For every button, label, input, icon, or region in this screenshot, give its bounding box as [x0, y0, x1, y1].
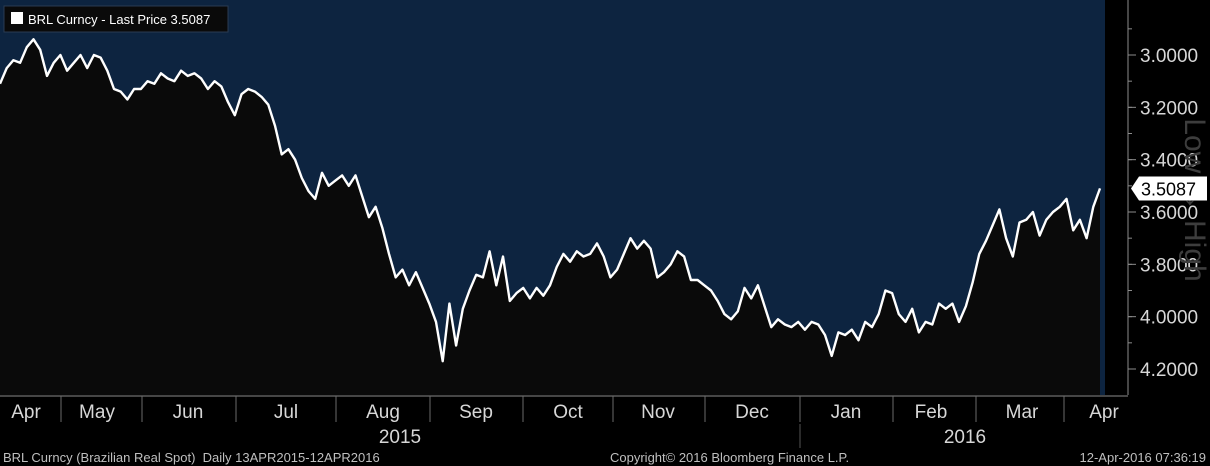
x-month-label: Apr: [11, 402, 41, 423]
last-price-label: 3.5087: [1141, 179, 1196, 199]
y-ticks: 3.0000 3.2000 3.4000 3.6000 3.8000 4.0000 4.20…: [1128, 28, 1198, 381]
last-price-box: [1131, 176, 1207, 201]
x-month-label: Sep: [459, 402, 493, 423]
last-price-marker: 3.5087: [1131, 176, 1207, 201]
x-month-label: Apr: [1089, 402, 1119, 423]
footer-center: Copyright© 2016 Bloomberg Finance L.P.: [610, 450, 849, 465]
x-month-label: Mar: [1006, 402, 1039, 423]
footer-left: BRL Curncy (Brazilian Real Spot) Daily 1…: [3, 450, 380, 465]
y-tick-label: 3.4000: [1140, 151, 1198, 172]
legend-label: BRL Curncy - Last Price 3.5087: [28, 12, 210, 27]
x-year-label: 2016: [944, 427, 986, 448]
footer-right: 12-Apr-2016 07:36:19: [1080, 450, 1206, 465]
y-tick-label: 3.0000: [1140, 46, 1198, 67]
y-tick-label: 3.6000: [1140, 203, 1198, 224]
x-month-label: Dec: [735, 402, 769, 423]
x-year-label: 2015: [379, 427, 421, 448]
area-layer: [0, 38, 1102, 396]
price-line: [0, 38, 1102, 363]
x-month-label: May: [79, 402, 115, 423]
y-tick-label: 4.2000: [1140, 360, 1198, 381]
x-month-label: Jun: [173, 402, 204, 423]
x-month-label: Oct: [553, 402, 583, 423]
y-tick-label: 3.8000: [1140, 255, 1198, 276]
y-tick-label: 3.2000: [1140, 98, 1198, 119]
x-axis: Apr May Jun Jul Aug Sep Oct Nov Dec Jan Feb Mar Apr 2…: [0, 395, 1128, 448]
x-month-label: Aug: [366, 402, 400, 423]
x-month-label: Feb: [915, 402, 948, 423]
x-month-label: Jan: [831, 402, 862, 423]
legend-background: [3, 5, 229, 33]
x-month-label: Jul: [274, 402, 298, 423]
legend-swatch: [11, 12, 23, 24]
x-month-label: Nov: [641, 402, 675, 423]
y-tick-label: 4.0000: [1140, 308, 1198, 329]
legend: BRL Curncy - Last Price 3.5087: [3, 5, 229, 33]
